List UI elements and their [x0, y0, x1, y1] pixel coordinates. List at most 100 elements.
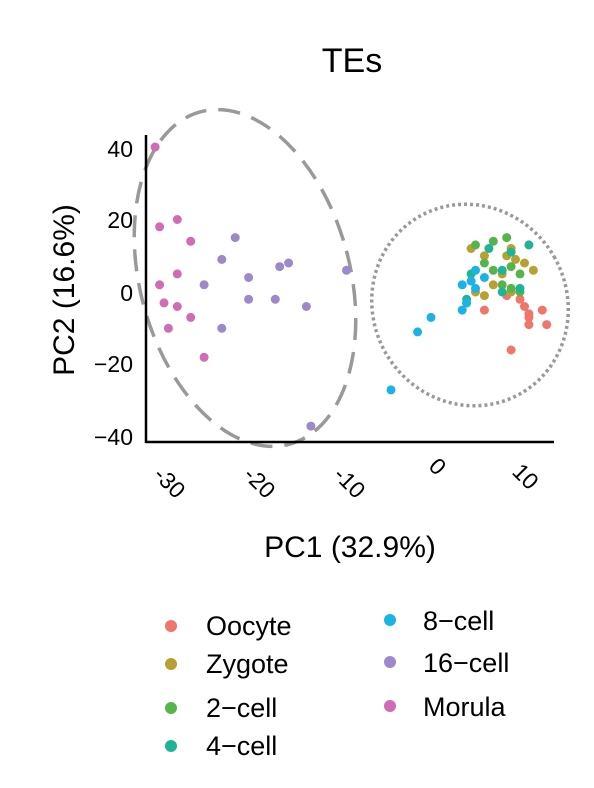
point-oocyte: [506, 345, 516, 355]
legend-item-2-cell: 2−cell: [165, 693, 277, 723]
point-zygote: [520, 258, 529, 268]
legend-swatch: [384, 656, 396, 668]
legend-label: 4−cell: [206, 731, 277, 761]
point-16-cell: [244, 294, 254, 304]
axes: [144, 135, 554, 444]
point-zygote: [479, 251, 489, 261]
point-morula: [155, 280, 165, 290]
point-8-cell: [413, 327, 423, 337]
point-zygote: [479, 291, 489, 301]
point-morula: [172, 269, 182, 279]
point-2-cell: [488, 236, 498, 246]
point-oocyte: [515, 294, 525, 304]
point-8-cell: [462, 298, 472, 308]
point-4-cell: [524, 240, 534, 250]
legend-item-oocyte: Oocyte: [165, 611, 292, 641]
point-4-cell: [497, 265, 507, 275]
legend-label: Morula: [423, 692, 507, 722]
legend-label: Oocyte: [206, 611, 292, 641]
point-morula: [172, 302, 182, 311]
point-morula: [172, 215, 182, 224]
cluster-ellipses: [132, 107, 571, 449]
legend-item-8-cell: 8−cell: [384, 606, 494, 636]
legend-item-16-cell: 16−cell: [384, 648, 509, 678]
late-cluster-ellipse-dotted: [369, 202, 571, 408]
early-cluster-ellipse-dashed: [132, 107, 358, 449]
point-8-cell: [457, 280, 467, 290]
point-2-cell: [502, 233, 512, 243]
legend-label: 16−cell: [423, 648, 509, 678]
x-tick-label: 0: [424, 453, 451, 480]
point-16-cell: [217, 323, 227, 333]
point-8-cell: [386, 385, 396, 395]
point-4-cell: [506, 247, 516, 257]
y-axis-label: PC2 (16.6%): [48, 204, 81, 376]
legend-item-zygote: Zygote: [165, 649, 289, 679]
point-4-cell: [515, 283, 525, 293]
legend-label: 2−cell: [206, 693, 277, 723]
legend-swatch: [384, 700, 396, 712]
x-axis-ticks: -30 -20 -10 0 10: [149, 453, 544, 504]
legend-swatch: [165, 620, 177, 632]
point-16-cell: [284, 258, 294, 268]
x-tick-label: 10: [507, 458, 543, 494]
point-16-cell: [270, 294, 280, 304]
point-oocyte: [537, 305, 547, 315]
point-morula: [199, 352, 209, 362]
point-8-cell: [466, 276, 476, 286]
point-morula: [186, 236, 196, 246]
point-16-cell: [301, 302, 311, 311]
point-2-cell: [488, 265, 498, 275]
legend-swatch: [165, 658, 177, 670]
point-morula: [163, 323, 173, 333]
legend-label: 8−cell: [423, 606, 494, 636]
point-oocyte: [524, 312, 534, 322]
point-2-cell: [497, 280, 507, 290]
point-16-cell: [306, 421, 316, 431]
point-oocyte: [520, 302, 529, 311]
y-axis-ticks: 40 20 0 −20 −40: [94, 136, 133, 450]
point-8-cell: [457, 305, 467, 315]
point-2-cell: [479, 258, 489, 268]
point-16-cell: [199, 280, 209, 290]
point-zygote: [511, 254, 520, 264]
point-16-cell: [342, 265, 351, 275]
point-16-cell: [275, 262, 285, 272]
point-zygote: [528, 265, 538, 275]
legend-swatch: [384, 614, 396, 626]
point-16-cell: [230, 233, 240, 243]
point-8-cell: [471, 265, 480, 275]
legend-swatch: [165, 740, 177, 752]
legend: Oocyte Zygote 2−cell 4−cell 8−cell 16−ce…: [165, 606, 509, 761]
point-2-cell: [471, 240, 480, 250]
x-tick-label: -20: [239, 461, 281, 503]
data-points: [150, 142, 552, 431]
point-morula: [186, 312, 196, 322]
legend-label: Zygote: [206, 649, 289, 679]
point-morula: [150, 142, 160, 152]
point-8-cell: [426, 312, 436, 322]
point-8-cell: [471, 283, 480, 293]
y-tick-label: 20: [107, 207, 133, 233]
y-tick-label: 0: [120, 280, 133, 306]
point-2-cell: [515, 269, 525, 279]
point-oocyte: [479, 305, 489, 315]
y-tick-label: −40: [94, 424, 133, 450]
point-4-cell: [497, 287, 507, 297]
point-8-cell: [479, 273, 489, 282]
legend-swatch: [165, 702, 177, 714]
x-axis-label: PC1 (32.9%): [264, 531, 436, 564]
y-tick-label: 40: [107, 136, 133, 162]
legend-item-4-cell: 4−cell: [165, 731, 277, 761]
point-2-cell: [506, 262, 516, 272]
point-16-cell: [244, 273, 254, 282]
point-morula: [155, 222, 165, 232]
point-oocyte: [542, 320, 552, 330]
x-tick-label: -10: [329, 461, 371, 503]
point-zygote: [488, 280, 498, 290]
point-4-cell: [484, 244, 494, 253]
point-16-cell: [217, 254, 227, 264]
point-oocyte: [524, 320, 534, 330]
legend-item-morula: Morula: [384, 692, 507, 722]
